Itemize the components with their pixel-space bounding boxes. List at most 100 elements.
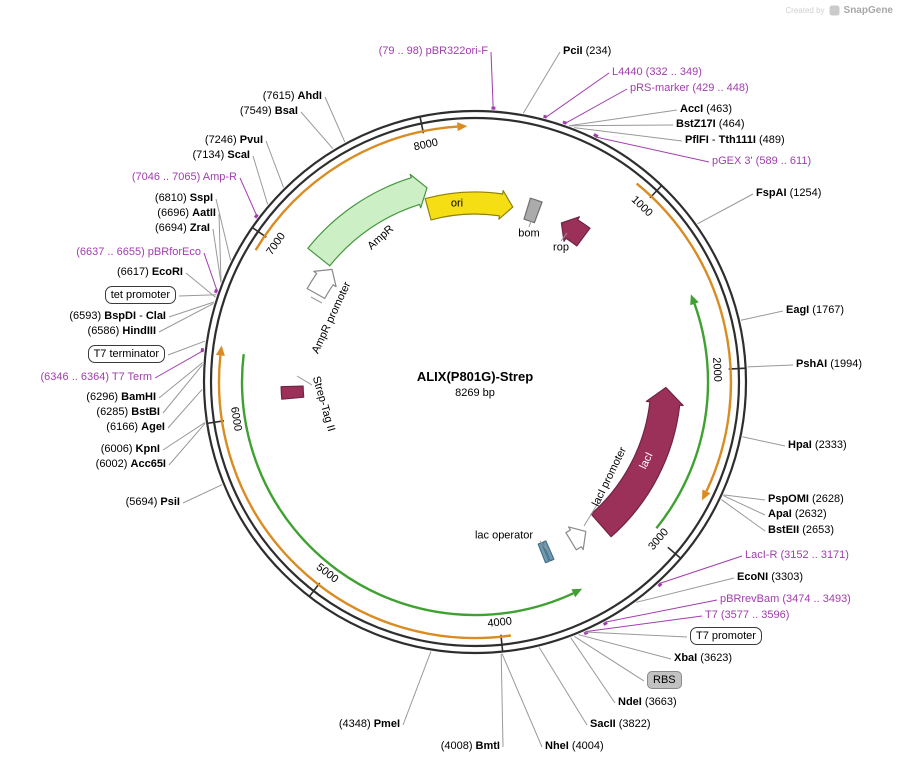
site-fspai: FspAI (1254) bbox=[756, 186, 821, 201]
ori-shape bbox=[424, 190, 514, 221]
label-text: (3303) bbox=[768, 571, 804, 583]
leader-eagi bbox=[740, 310, 784, 321]
backbone-inner-circle bbox=[209, 116, 741, 648]
label-text: T7 terminator bbox=[93, 348, 159, 360]
label-text: (2333) bbox=[811, 439, 847, 451]
pbrrevbam-annealing-site bbox=[602, 621, 608, 626]
watermark-brand: SnapGene bbox=[843, 5, 893, 16]
leader-pmei bbox=[402, 651, 432, 726]
site-t7-promoter: T7 promoter bbox=[690, 627, 762, 645]
leader-acci bbox=[569, 109, 678, 127]
leader-t7-promoter bbox=[584, 631, 688, 638]
site-bstz17i: BstZ17I (464) bbox=[676, 117, 745, 132]
leader-amp-r-primer bbox=[239, 177, 258, 218]
enzyme-name: ApaI bbox=[768, 508, 792, 520]
site-pspomi: PspOMI (2628) bbox=[768, 492, 844, 507]
site-eagi: EagI (1767) bbox=[786, 303, 844, 318]
strep-tag-ii-shape bbox=[280, 385, 305, 400]
label-text: (6002) bbox=[95, 458, 131, 470]
site-hindiii: (6586) HindIII bbox=[88, 324, 156, 339]
site-ecori: (6617) EcoRI bbox=[117, 265, 183, 280]
label-text: RBS bbox=[653, 674, 676, 686]
site-zrai: (6694) ZraI bbox=[155, 221, 210, 236]
leader-bstz17i bbox=[569, 124, 674, 127]
leader-pvui bbox=[265, 140, 284, 188]
leader-bsai bbox=[300, 111, 334, 150]
site-l4440: L4440 (332 .. 349) bbox=[612, 65, 702, 80]
enzyme-name: AgeI bbox=[141, 421, 165, 433]
site-tet-promoter: tet promoter bbox=[104, 286, 176, 304]
leader-sacii bbox=[538, 647, 588, 726]
label-text: (7549) bbox=[239, 105, 275, 117]
enzyme-name: BstZ17I bbox=[676, 118, 716, 130]
leader-bmti bbox=[500, 653, 504, 748]
label-text: (6296) bbox=[86, 391, 122, 403]
site-pshai: PshAI (1994) bbox=[796, 357, 862, 372]
enzyme-name: BspDI bbox=[104, 310, 137, 322]
enzyme-name: ScaI bbox=[227, 149, 250, 161]
leader-kpni bbox=[162, 422, 206, 451]
label-text: (5694) bbox=[125, 496, 161, 508]
ampr-promoter-shape bbox=[306, 268, 337, 299]
enzyme-name: ClaI bbox=[145, 310, 166, 322]
site-rbs: RBS bbox=[647, 671, 682, 689]
leader-hpai bbox=[742, 436, 786, 447]
fragment-arc-upper-left-arc bbox=[254, 125, 458, 251]
leader-sspi bbox=[215, 198, 232, 261]
enzyme-name: HpaI bbox=[788, 439, 812, 451]
label-text: (2628) bbox=[808, 493, 844, 505]
fragment-arc-right-arrowhead bbox=[702, 489, 711, 501]
label-text: (6694) bbox=[154, 222, 190, 234]
enzyme-name: NdeI bbox=[618, 696, 642, 708]
snapgene-logo-icon bbox=[829, 5, 840, 16]
enzyme-name: ZraI bbox=[189, 222, 210, 234]
laci-shape bbox=[590, 386, 684, 538]
enzyme-name: PflFI bbox=[685, 134, 709, 146]
label-text: (489) bbox=[755, 134, 785, 146]
rop-label: rop bbox=[553, 241, 569, 254]
leader-pspomi bbox=[723, 494, 766, 501]
site-laci-r: LacI-R (3152 .. 3171) bbox=[745, 548, 849, 563]
enzyme-name: PshAI bbox=[796, 358, 828, 370]
plasmid-length: 8269 bp bbox=[455, 387, 495, 399]
leader-bamhi bbox=[158, 362, 204, 399]
l4440-annealing-site bbox=[543, 114, 548, 119]
site-pcii: PciI (234) bbox=[563, 44, 611, 59]
strep-tag-ii-label: Strep-Tag II bbox=[309, 374, 338, 433]
label-text: (6637 .. 6655) bbox=[76, 246, 148, 258]
site-acci: AccI (463) bbox=[680, 102, 732, 117]
label-text: (7134) bbox=[192, 149, 228, 161]
label-text: (4008) bbox=[440, 740, 476, 752]
label-text: (7615) bbox=[262, 90, 298, 102]
watermark: Created by SnapGene bbox=[785, 5, 893, 16]
enzyme-name: PsiI bbox=[160, 496, 180, 508]
enzyme-name: XbaI bbox=[674, 652, 698, 664]
site-kpni: (6006) KpnI bbox=[101, 442, 160, 457]
leader-pshai bbox=[747, 364, 794, 368]
enzyme-name: FspAI bbox=[756, 187, 787, 199]
rop-shape bbox=[560, 216, 591, 247]
feature-leader-0 bbox=[528, 220, 532, 228]
enzyme-name: SacII bbox=[590, 718, 616, 730]
gene-arc-right-arc bbox=[655, 303, 710, 529]
site-econi: EcoNI (3303) bbox=[737, 570, 803, 585]
enzyme-name: SspI bbox=[189, 192, 213, 204]
leader-fspai bbox=[697, 193, 754, 225]
site-bsteii: BstEII (2653) bbox=[768, 523, 834, 538]
enzyme-name: HindIII bbox=[122, 325, 156, 337]
tick-label-2000: 2000 bbox=[710, 357, 723, 382]
site-bstbi: (6285) BstBI bbox=[96, 405, 160, 420]
site-t7-term-primer: (6346 .. 6364) T7 Term bbox=[41, 370, 153, 385]
enzyme-name: BstBI bbox=[131, 406, 160, 418]
label-text: T7 Term bbox=[111, 371, 152, 383]
ampr-label: AmpR bbox=[365, 222, 397, 253]
label-text: (1767) bbox=[809, 304, 845, 316]
t7-term-primer-annealing-site bbox=[200, 347, 205, 353]
label-text: Amp-R bbox=[202, 171, 237, 183]
feature-leader-3 bbox=[296, 375, 313, 386]
gene-arc-bottom-arc bbox=[240, 353, 574, 617]
leader-laci-r bbox=[658, 555, 743, 585]
leader-hindiii bbox=[158, 302, 214, 333]
enzyme-name: PvuI bbox=[239, 134, 263, 146]
